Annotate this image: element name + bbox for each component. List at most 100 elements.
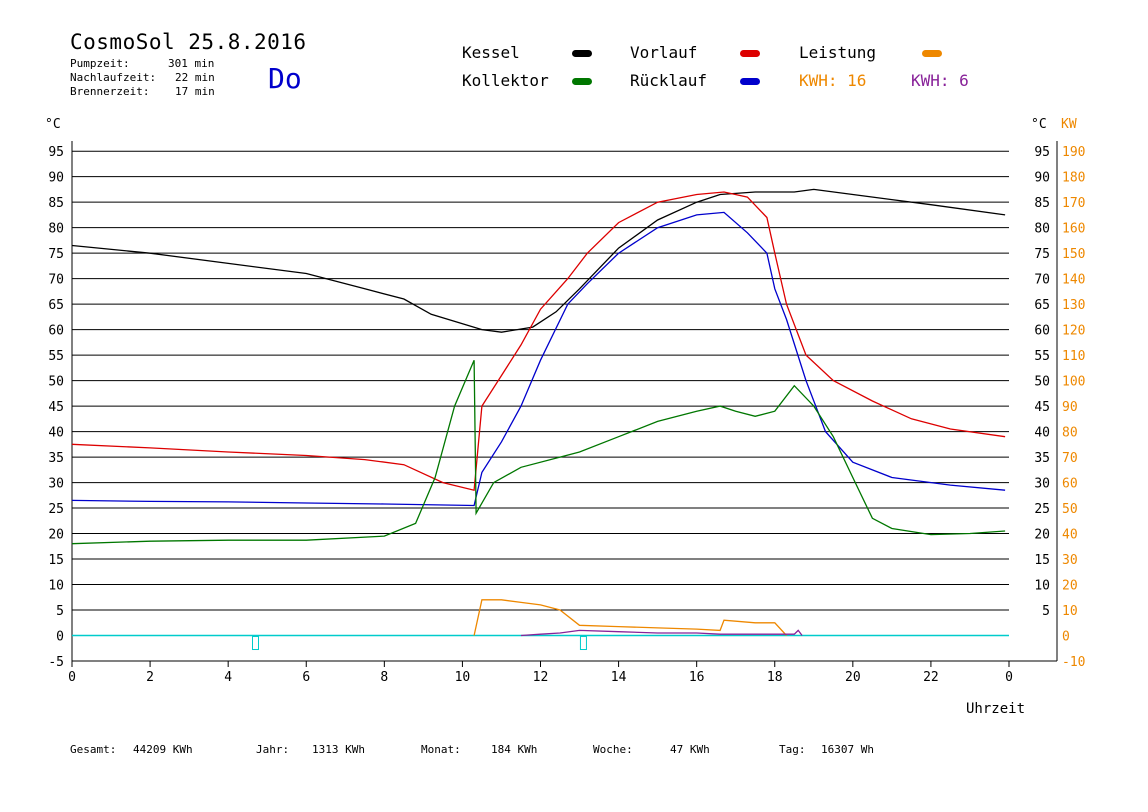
stat-tag-value: 16307 Wh [821, 743, 874, 756]
kw-tick-label: 70 [1062, 451, 1078, 466]
x-tick-label: 18 [767, 670, 783, 685]
info-value: 17 min [175, 85, 215, 98]
y-right-tick-label: 75 [1034, 247, 1050, 262]
info-label: Brennerzeit: [70, 85, 150, 98]
kw-tick-label: 130 [1062, 298, 1085, 313]
kw-tick-label: 110 [1062, 349, 1085, 364]
stat-jahr-value: 1313 KWh [312, 743, 365, 756]
legend-kollektor-label: Kollektor [462, 71, 549, 90]
y-right-tick-label: 20 [1034, 528, 1050, 543]
y-right-tick-label: 5 [1042, 604, 1050, 619]
y-right-tick-label: 85 [1034, 196, 1050, 211]
baseline-marker [579, 636, 587, 651]
stat-tag-label: Tag: [779, 743, 806, 756]
y-tick-label: 5 [56, 604, 64, 619]
y-tick-label: 25 [48, 502, 64, 517]
y-tick-label: 15 [48, 553, 64, 568]
kw-tick-label: 60 [1062, 477, 1078, 492]
kw-tick-label: 30 [1062, 553, 1078, 568]
legend-vorlauf-label: Vorlauf [630, 43, 698, 62]
y-tick-label: 0 [56, 630, 64, 645]
series-line-kollektor [71, 359, 1006, 545]
series-line-vorlauf [71, 191, 1006, 492]
weekday-label: Do [268, 62, 302, 95]
legend-kessel-label: Kessel [462, 43, 520, 62]
legend-ruecklauf-label: Rücklauf [630, 71, 708, 90]
y-tick-label: 85 [48, 196, 64, 211]
y-right-tick-label: 25 [1034, 502, 1050, 517]
y-tick-label: 30 [48, 477, 64, 492]
y-right-tick-label: 15 [1034, 553, 1050, 568]
right-axis-unit-kw: KW [1061, 117, 1077, 132]
stat-gesamt-label: Gesamt: [70, 743, 117, 756]
y-right-tick-label: 50 [1034, 375, 1050, 390]
stat-woche-value: 47 KWh [670, 743, 710, 756]
info-nachlaufzeit: Nachlaufzeit: [70, 71, 156, 85]
x-axis-label: Uhrzeit [966, 701, 1026, 717]
x-tick-label: 0 [68, 670, 76, 685]
stat-monat-label: Monat: [421, 743, 461, 756]
stat-gesamt-value: 44209 KWh [133, 743, 193, 756]
baseline-marker [251, 636, 259, 651]
y-right-tick-label: 90 [1034, 171, 1050, 186]
y-tick-label: 90 [48, 171, 64, 186]
kw-tick-label: 0 [1062, 630, 1070, 645]
x-tick-label: 6 [302, 670, 310, 685]
x-tick-label: 22 [923, 670, 939, 685]
info-label: Pumpzeit: [70, 57, 130, 70]
y-right-tick-label: 55 [1034, 349, 1050, 364]
legend-ruecklauf-swatch [740, 78, 760, 85]
info-brennerzeit: Brennerzeit: [70, 85, 149, 99]
series-line-kessel [71, 188, 1006, 333]
legend-kollektor-swatch [572, 78, 592, 85]
y-tick-label: 20 [48, 528, 64, 543]
y-tick-label: 45 [48, 400, 64, 415]
legend-vorlauf-swatch [740, 50, 760, 57]
chart-title: CosmoSol 25.8.2016 [70, 30, 307, 54]
kw-tick-label: 100 [1062, 375, 1085, 390]
legend-kwh-6: KWH: 6 [911, 71, 969, 90]
y-tick-label: 65 [48, 298, 64, 313]
y-right-tick-label: 60 [1034, 324, 1050, 339]
y-right-tick-label: 65 [1034, 298, 1050, 313]
y-right-tick-label: 80 [1034, 222, 1050, 237]
legend-kwh-16: KWH: 16 [799, 71, 867, 90]
x-tick-label: 2 [146, 670, 154, 685]
kw-tick-label: 90 [1062, 400, 1078, 415]
info-label: Nachlaufzeit: [70, 71, 157, 84]
stat-monat-value: 184 KWh [491, 743, 538, 756]
y-right-tick-label: 40 [1034, 426, 1050, 441]
y-tick-label: 35 [48, 451, 64, 466]
right-axis-unit-c: °C [1031, 117, 1047, 132]
y-right-tick-label: 30 [1034, 477, 1050, 492]
series-line-kwh-6 [520, 629, 803, 637]
kw-tick-label: 150 [1062, 247, 1085, 262]
y-right-tick-label: 95 [1034, 145, 1050, 160]
kw-tick-label: 170 [1062, 196, 1085, 211]
kw-tick-label: 160 [1062, 222, 1085, 237]
legend-leistung-swatch [922, 50, 942, 57]
y-right-tick-label: 10 [1034, 579, 1050, 594]
info-pumpzeit: Pumpzeit: [70, 57, 130, 71]
x-tick-label: 8 [380, 670, 388, 685]
kw-tick-label: 20 [1062, 579, 1078, 594]
kw-tick-label: 180 [1062, 171, 1085, 186]
kw-tick-label: 10 [1062, 604, 1078, 619]
y-tick-label: 60 [48, 324, 64, 339]
legend-leistung-label: Leistung [799, 43, 877, 62]
series-line-leistung [473, 599, 787, 636]
y-tick-label: 70 [48, 273, 64, 288]
info-value: 301 min [168, 57, 215, 70]
stat-woche-label: Woche: [593, 743, 633, 756]
x-tick-label: 4 [224, 670, 232, 685]
y-tick-label: 80 [48, 222, 64, 237]
legend-kessel-swatch [572, 50, 592, 57]
kw-tick-label: 190 [1062, 145, 1085, 160]
kw-tick-label: 120 [1062, 324, 1085, 339]
kw-tick-label: 50 [1062, 502, 1078, 517]
kw-tick-label: 140 [1062, 273, 1085, 288]
kw-tick-label: 40 [1062, 528, 1078, 543]
y-right-tick-label: 70 [1034, 273, 1050, 288]
x-tick-label: 14 [611, 670, 627, 685]
x-tick-label: 0 [1005, 670, 1013, 685]
